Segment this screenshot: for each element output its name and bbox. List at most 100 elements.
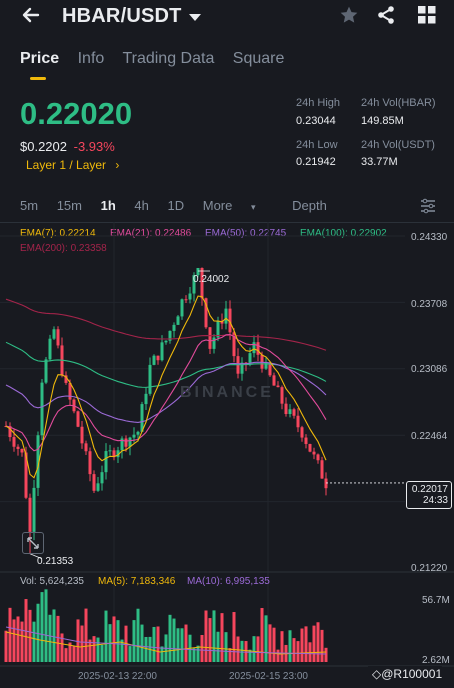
candle-body (260, 354, 264, 369)
current-price-tag[interactable]: 0.22017 24:33 (406, 481, 452, 509)
volume-bar (172, 618, 176, 662)
candle-body (164, 340, 168, 343)
volume-bar (176, 628, 180, 662)
high-value: 0.23044 (296, 115, 336, 127)
timeframe-bar: 5m 15m 1h 4h 1D More ▾ Depth (20, 198, 342, 213)
low-value: 0.21942 (296, 156, 336, 168)
ema21-label: EMA(21): 0.22486 (110, 228, 192, 239)
category-tag-label: Layer 1 / Layer (26, 158, 107, 172)
candle-body (264, 362, 268, 369)
tf-4h[interactable]: 4h (134, 198, 149, 213)
ema200-line (5, 298, 327, 351)
volume-bar (196, 645, 200, 662)
volume-ma10-line (5, 626, 327, 655)
grid-icon[interactable] (418, 6, 436, 29)
volume-bar (104, 610, 108, 662)
candle-body (312, 451, 316, 455)
category-tag[interactable]: Layer 1 / Layer › (26, 158, 119, 172)
ema100-label: EMA(100): 0.22902 (300, 228, 387, 239)
volume-bar (224, 632, 228, 662)
low-annotation: 0.21353 (37, 556, 74, 567)
candlestick-chart[interactable] (0, 222, 454, 688)
volume-bar (132, 620, 136, 662)
volume-bar (288, 630, 292, 662)
candle-body (24, 452, 28, 498)
candle-body (192, 275, 196, 294)
volume-bar (136, 608, 140, 662)
share-icon[interactable] (376, 5, 396, 30)
volume-bar (240, 640, 244, 662)
candle-body (136, 431, 140, 435)
volume-bar (72, 645, 76, 662)
volume-bar (32, 621, 36, 662)
price-axis-label: 0.22464 (411, 431, 448, 442)
candle-body (16, 446, 20, 449)
ema50-line (5, 361, 327, 423)
volume-bar (300, 628, 304, 662)
volume-bar (256, 636, 260, 662)
sub-price-row: $0.2202 -3.93% (20, 139, 115, 154)
candle-body (172, 324, 176, 331)
vol-hbar-value: 149.85M (361, 115, 404, 127)
low-annotation-leader (29, 553, 43, 560)
caret-down-icon[interactable] (188, 10, 202, 28)
price-axis-label: 0.23086 (411, 364, 448, 375)
tf-depth[interactable]: Depth (292, 198, 327, 213)
candle-body (12, 437, 16, 447)
volume-bar (16, 616, 20, 662)
tf-1d[interactable]: 1D (167, 198, 185, 213)
expand-icon[interactable] (22, 532, 44, 554)
volume-bar (280, 631, 284, 662)
volume-bar (184, 624, 188, 662)
chevron-right-icon: › (115, 158, 120, 172)
volume-bar (168, 614, 172, 662)
candle-body (120, 438, 124, 451)
back-arrow-icon[interactable] (20, 4, 42, 31)
candle-body (40, 382, 44, 436)
candle-body (224, 308, 228, 324)
tf-5m[interactable]: 5m (20, 198, 39, 213)
candle-body (132, 434, 136, 438)
tab-square[interactable]: Square (232, 50, 285, 67)
volume-bar (64, 648, 68, 662)
candle-body (124, 438, 128, 447)
volume-bar (260, 608, 264, 662)
tab-info[interactable]: Info (77, 50, 105, 67)
tab-price[interactable]: Price (20, 50, 60, 67)
vol-hbar-label: 24h Vol(HBAR) (361, 97, 436, 109)
candle-body (160, 342, 164, 361)
candle-body (104, 451, 108, 473)
volume-bar (220, 613, 224, 662)
candle-body (56, 329, 60, 346)
volume-bar (180, 628, 184, 662)
diamond-icon: ◇ (372, 667, 382, 681)
star-icon[interactable] (339, 5, 359, 30)
vol-usdt-value: 33.77M (361, 156, 398, 168)
volume-bar (200, 635, 204, 662)
volume-bar (312, 625, 316, 662)
chart-settings-icon[interactable] (420, 198, 436, 219)
candle-body (28, 497, 32, 532)
pair-title[interactable]: HBAR/USDT (62, 5, 182, 27)
volume-bar (116, 620, 120, 662)
tf-more[interactable]: More ▾ (203, 198, 271, 213)
ma10-label: MA(10): 6,995,135 (187, 576, 270, 587)
tf-1h[interactable]: 1h (100, 198, 116, 213)
candle-body (8, 426, 12, 438)
volume-bar (160, 646, 164, 662)
volume-bar (40, 592, 44, 662)
candle-body (88, 451, 92, 475)
tab-trading-data[interactable]: Trading Data (122, 50, 215, 67)
candle-body (268, 362, 272, 376)
volume-bar (24, 599, 28, 662)
ema7-label: EMA(7): 0.22214 (20, 228, 96, 239)
volume-bar (272, 627, 276, 662)
candle-body (252, 342, 256, 354)
volume-bar (96, 637, 100, 662)
volume-bar (316, 622, 320, 662)
volume-bar (236, 636, 240, 662)
tf-15m[interactable]: 15m (56, 198, 82, 213)
volume-bar (92, 636, 96, 662)
candle-body (276, 385, 280, 388)
candle-body (68, 382, 72, 400)
